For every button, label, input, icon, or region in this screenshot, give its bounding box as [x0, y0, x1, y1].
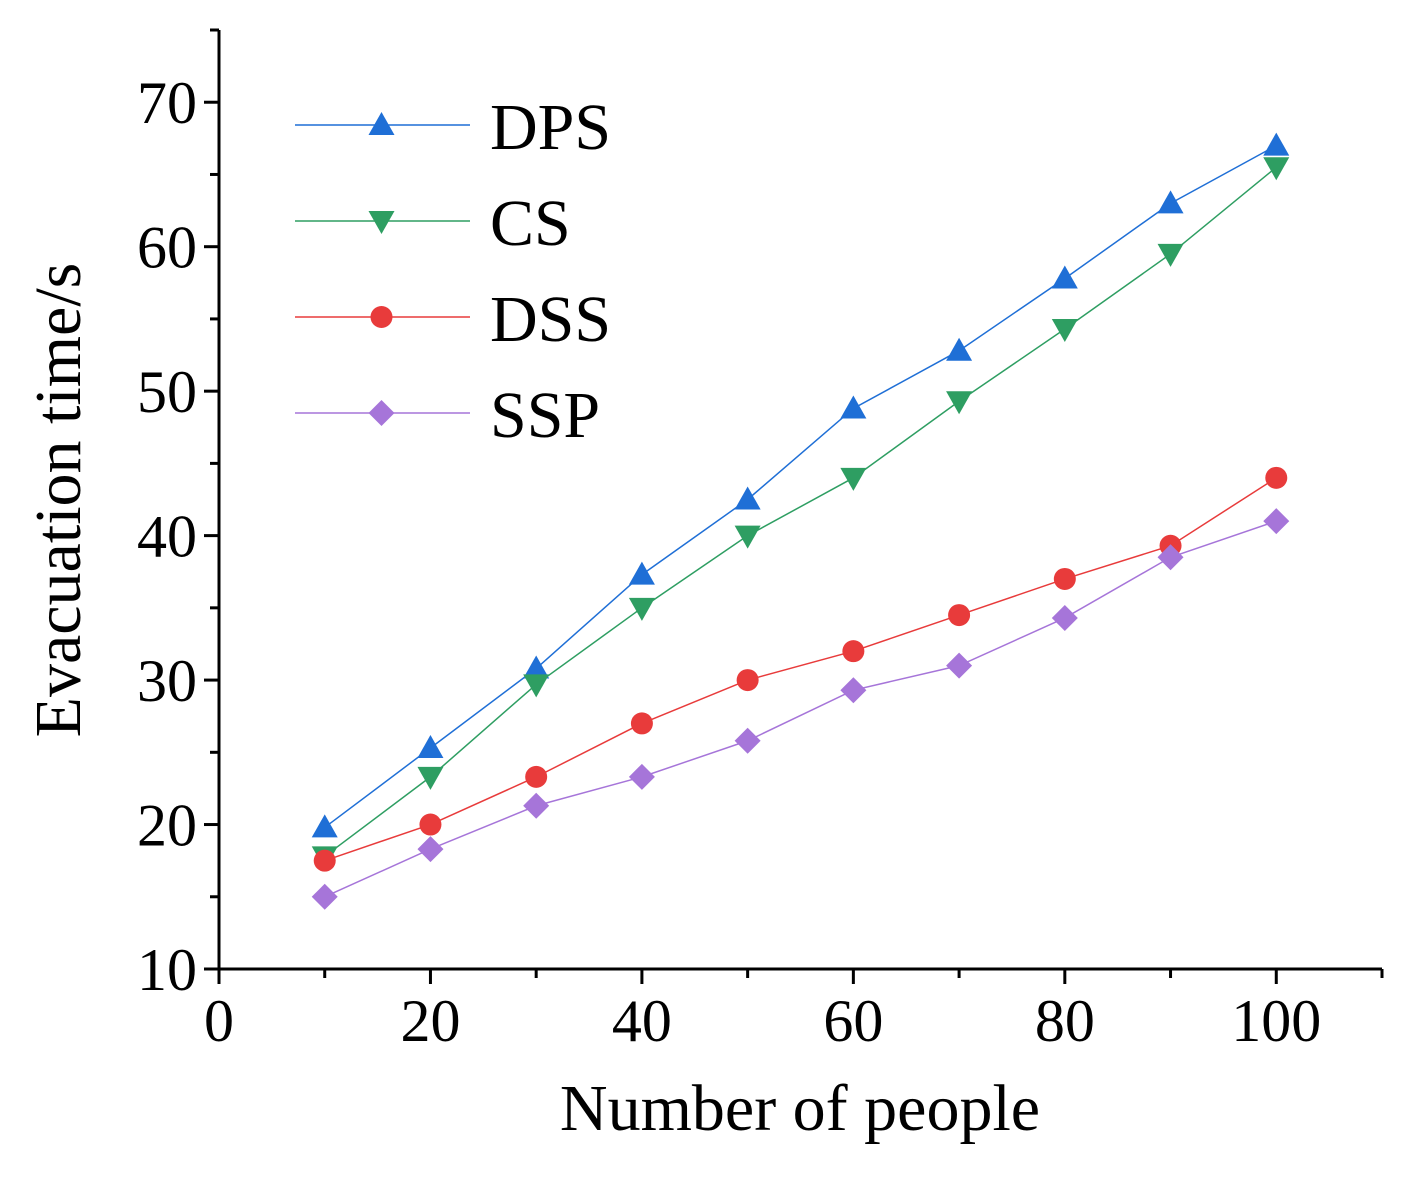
data-point-dss — [630, 712, 653, 735]
y-tick-label: 20 — [137, 793, 197, 859]
data-point-dps — [417, 734, 444, 758]
x-tick-label: 0 — [204, 988, 234, 1054]
legend-label-dss: DSS — [490, 283, 611, 356]
x-tick-label: 40 — [612, 988, 672, 1054]
legend-marker-dss — [370, 306, 393, 328]
data-point-cs — [417, 766, 444, 790]
data-point-ssp — [840, 677, 867, 704]
data-point-ssp — [946, 652, 973, 679]
data-point-dps — [946, 337, 973, 361]
y-tick-label: 70 — [137, 70, 197, 136]
data-point-ssp — [628, 763, 655, 790]
data-point-ssp — [523, 792, 550, 819]
series-dps — [311, 132, 1290, 838]
legend: DPS CS DSS SSP — [295, 91, 611, 452]
data-point-cs — [946, 391, 973, 415]
data-point-ssp — [734, 727, 761, 754]
data-point-dss — [419, 813, 442, 836]
data-point-dps — [628, 561, 655, 585]
legend-marker-cs — [368, 211, 395, 234]
series-cs — [311, 157, 1290, 870]
data-point-dps — [734, 486, 761, 510]
data-point-dps — [523, 655, 550, 679]
legend-item-dss: DSS — [295, 283, 611, 356]
data-point-cs — [628, 597, 655, 621]
axes: 0 20 40 60 80 100 10 20 30 40 50 60 70 — [137, 28, 1384, 1054]
data-point-dss — [948, 604, 971, 627]
series-line-dss — [324, 477, 1277, 862]
legend-marker-ssp — [368, 400, 395, 426]
data-point-cs — [734, 525, 761, 549]
x-tick-label: 60 — [823, 988, 883, 1054]
data-point-dps — [1263, 132, 1290, 156]
data-point-dps — [1157, 190, 1184, 214]
y-tick-label: 50 — [137, 359, 197, 425]
data-point-cs — [1263, 157, 1290, 181]
series-ssp — [311, 508, 1290, 910]
data-point-ssp — [417, 836, 444, 863]
data-point-dps — [311, 814, 338, 838]
data-point-ssp — [311, 883, 338, 910]
y-tick-label: 60 — [137, 215, 197, 281]
series-line-dps — [324, 144, 1277, 829]
data-point-dss — [842, 640, 865, 663]
data-point-dps — [1051, 265, 1078, 289]
legend-label-ssp: SSP — [490, 379, 600, 452]
data-point-dps — [840, 395, 867, 419]
data-point-ssp — [1051, 604, 1078, 631]
series-dss — [313, 466, 1288, 872]
y-tick-label: 30 — [137, 648, 197, 714]
data-point-cs — [523, 674, 550, 698]
x-axis-title: Number of people — [560, 1072, 1040, 1145]
data-point-ssp — [1157, 544, 1184, 571]
data-point-dss — [313, 849, 336, 872]
legend-label-dps: DPS — [490, 91, 611, 164]
legend-item-ssp: SSP — [295, 379, 600, 452]
data-point-dss — [1053, 567, 1076, 590]
x-tick-label: 20 — [400, 988, 460, 1054]
data-point-cs — [1157, 243, 1184, 267]
data-point-ssp — [1263, 508, 1290, 535]
x-tick-label: 80 — [1035, 988, 1095, 1054]
legend-marker-dps — [368, 112, 395, 135]
x-tick-label: 100 — [1231, 988, 1321, 1054]
legend-label-cs: CS — [490, 187, 571, 260]
series-line-ssp — [324, 520, 1277, 898]
legend-item-cs: CS — [295, 187, 571, 260]
data-point-dss — [525, 765, 548, 788]
data-point-cs — [840, 467, 867, 491]
y-tick-label: 40 — [137, 504, 197, 570]
y-axis-title: Evacuation time/s — [22, 263, 95, 738]
data-point-cs — [1051, 319, 1078, 343]
series-line-cs — [324, 166, 1277, 857]
data-point-dss — [736, 669, 759, 692]
legend-item-dps: DPS — [295, 91, 611, 164]
series-layer — [311, 132, 1290, 910]
data-point-dss — [1265, 466, 1288, 489]
y-tick-label: 10 — [137, 937, 197, 1003]
